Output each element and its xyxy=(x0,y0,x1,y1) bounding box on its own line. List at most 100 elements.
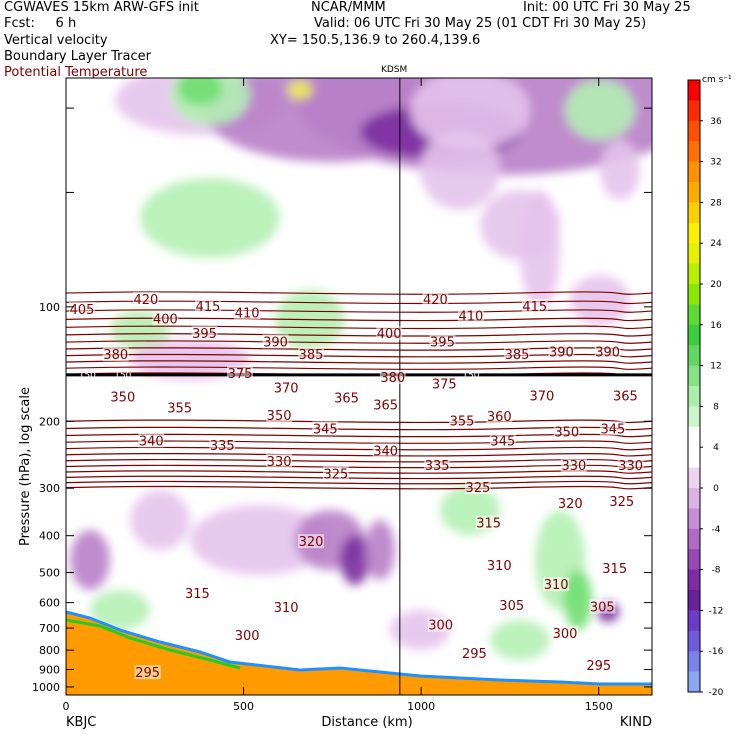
colorbar-swatch xyxy=(688,182,700,203)
colorbar-label: -16 xyxy=(709,647,724,657)
vertical-velocity-field xyxy=(66,78,652,695)
theta-label-bg xyxy=(486,557,513,572)
tracer-edge xyxy=(66,610,652,686)
theta-label-bg xyxy=(560,457,587,472)
header-init: Init: 00 UTC Fri 30 May 25 xyxy=(523,0,691,15)
theta-label: 420 xyxy=(133,293,158,308)
theta-label: 420 xyxy=(423,293,448,308)
colorbar-swatch xyxy=(688,508,700,530)
theta-label-bg xyxy=(553,424,580,439)
theta-label-bg xyxy=(379,370,406,385)
colorbar-label: -20 xyxy=(709,688,724,698)
colorbar-swatch xyxy=(688,386,700,407)
theta-label: 405 xyxy=(70,303,95,318)
colorbar-label: 32 xyxy=(710,158,721,168)
theta-label: 350 xyxy=(554,425,579,440)
theta-label: 330 xyxy=(618,459,643,474)
y-tick-label: 800 xyxy=(39,644,60,657)
theta-label-bg xyxy=(109,389,136,404)
colorbar-swatch xyxy=(688,304,700,326)
y-tick-label: 600 xyxy=(39,597,60,610)
colorbar-swatch xyxy=(688,243,700,265)
theta-label: 350 xyxy=(110,390,135,405)
colorbar-label: 0 xyxy=(713,484,719,494)
theta-label: 350 xyxy=(267,409,292,424)
theta-label: 310 xyxy=(487,559,512,574)
y-tick-label: 700 xyxy=(39,622,60,635)
theta-label: 415 xyxy=(522,300,547,315)
theta-label: 310 xyxy=(274,601,299,616)
theta-label-bg xyxy=(266,408,293,423)
x-axis-title: Distance (km) xyxy=(321,715,412,730)
theta-label: 410 xyxy=(235,306,260,321)
theta-label-bg xyxy=(431,376,458,391)
theta-label-bg xyxy=(298,534,325,549)
plot-frame xyxy=(65,77,653,696)
theta-label-bg xyxy=(227,365,254,380)
colorbar-swatch xyxy=(688,202,700,224)
theta-label: 315 xyxy=(185,587,210,602)
theta-label: 355 xyxy=(450,414,475,429)
theta-label: 345 xyxy=(490,434,515,449)
colorbar-swatch xyxy=(688,263,700,285)
theta-label: 320 xyxy=(558,497,583,512)
theta-label-bg xyxy=(548,344,575,359)
colorbar-swatch xyxy=(688,426,700,448)
theta-label-bg xyxy=(551,625,578,640)
theta-label: 380 xyxy=(380,371,405,386)
header-xy: XY= 150.5,136.9 to 260.4,139.6 xyxy=(270,33,481,48)
theta-label: 315 xyxy=(476,517,501,532)
colorbar-swatch xyxy=(688,80,700,101)
theta-label-bg xyxy=(585,657,612,672)
theta-label: 400 xyxy=(153,313,178,328)
theta-label-bg xyxy=(68,302,95,317)
x-tick-label: 500 xyxy=(233,700,254,713)
field-boundary-layer-tracer: Boundary Layer Tracer xyxy=(4,49,151,64)
theta-label-bg xyxy=(594,344,621,359)
colorbar-swatch xyxy=(688,528,700,550)
theta-label-bg xyxy=(262,334,289,349)
theta-label: 305 xyxy=(499,599,524,614)
colorbar-label: -4 xyxy=(712,525,721,535)
tracer-green xyxy=(66,618,241,670)
theta-label-bg xyxy=(322,466,349,481)
field-vertical-velocity: Vertical velocity xyxy=(4,33,108,48)
theta-label: 330 xyxy=(561,459,586,474)
colorbar-swatch xyxy=(688,365,700,387)
theta-label: 295 xyxy=(462,647,487,662)
theta-label-bg xyxy=(166,400,193,415)
theta-label-bg xyxy=(617,457,644,472)
theta-label: 345 xyxy=(601,422,626,437)
theta-label-bg xyxy=(184,586,211,601)
header-title: CGWAVES 15km ARW-GFS init xyxy=(4,0,199,15)
trop-label: 150 xyxy=(79,371,96,381)
y-tick-label: 400 xyxy=(39,530,60,543)
theta-label-bg xyxy=(489,433,516,448)
theta-label-bg xyxy=(372,443,399,458)
colorbar-label: -12 xyxy=(709,606,724,616)
theta-label: 300 xyxy=(235,629,260,644)
colorbar-swatch xyxy=(688,284,700,305)
colorbar-swatch xyxy=(688,345,700,367)
colorbar-swatch xyxy=(688,630,700,652)
colorbar-label: 12 xyxy=(710,362,721,372)
theta-label: 365 xyxy=(613,389,638,404)
theta-label-bg xyxy=(138,433,165,448)
colorbar-label: 8 xyxy=(713,402,719,412)
colorbar-swatch xyxy=(688,467,700,489)
left-endpoint-label: KBJC xyxy=(66,715,96,730)
theta-label-bg xyxy=(427,617,454,632)
colorbar-label: 16 xyxy=(710,321,722,331)
theta-label-bg xyxy=(589,599,616,614)
colorbar-swatch xyxy=(688,549,700,571)
header-valid: Valid: 06 UTC Fri 30 May 25 (01 CDT Fri … xyxy=(314,16,647,31)
theta-label-bg xyxy=(429,334,456,349)
theta-label-bg xyxy=(376,326,403,341)
trop-label: 150 xyxy=(114,371,131,381)
theta-label-bg xyxy=(528,388,555,403)
theta-label: 370 xyxy=(274,382,299,397)
theta-label: 315 xyxy=(602,562,627,577)
theta-label-bg xyxy=(601,561,628,576)
theta-label-bg xyxy=(191,326,218,341)
